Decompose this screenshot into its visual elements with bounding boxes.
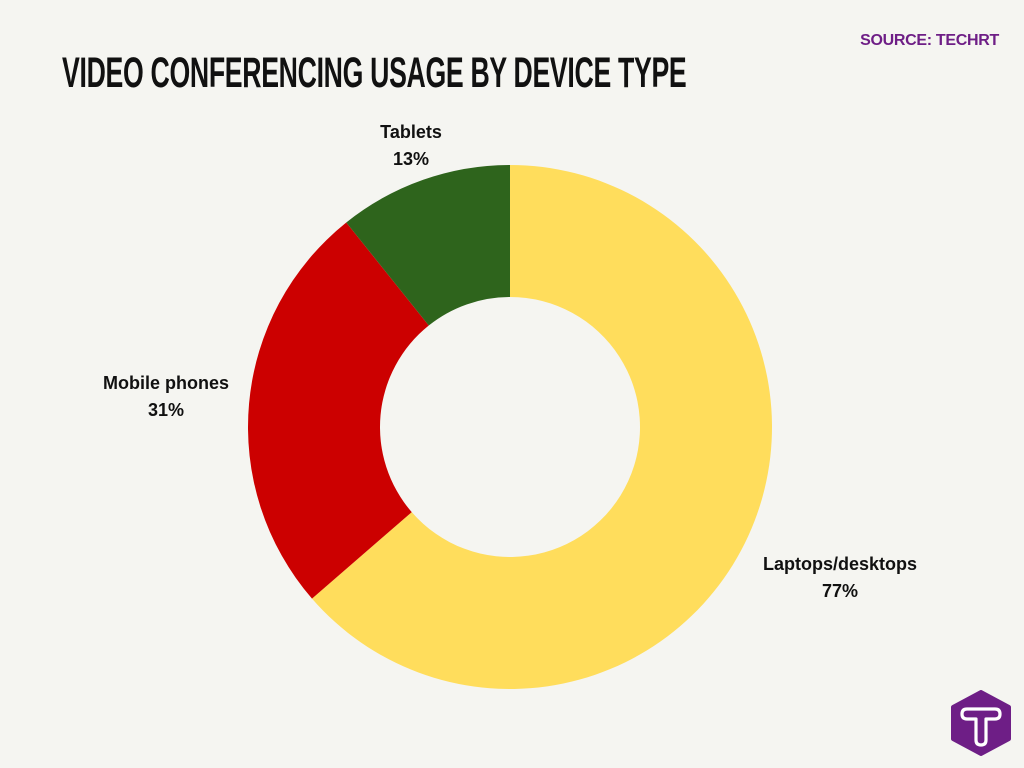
label-laptops-desktops: Laptops/desktops 77% <box>763 551 917 605</box>
source-label: SOURCE: TECHRT <box>860 32 999 49</box>
label-mobile-phones: Mobile phones 31% <box>103 370 229 424</box>
label-name: Laptops/desktops <box>762 554 918 574</box>
chart-title: VIDEO CONFERENCING USAGE BY DEVICE TYPE <box>62 49 687 97</box>
label-value: 77% <box>821 581 859 601</box>
slice-mobile-phones <box>248 222 429 599</box>
label-value: 13% <box>392 149 430 169</box>
slice-tablets <box>346 165 510 326</box>
techrt-logo-icon <box>951 690 1011 756</box>
label-name: Tablets <box>380 122 442 142</box>
label-tablets: Tablets 13% <box>380 119 442 173</box>
label-name: Mobile phones <box>103 373 229 393</box>
label-value: 31% <box>147 400 185 420</box>
slice-laptops-desktops <box>311 165 772 689</box>
